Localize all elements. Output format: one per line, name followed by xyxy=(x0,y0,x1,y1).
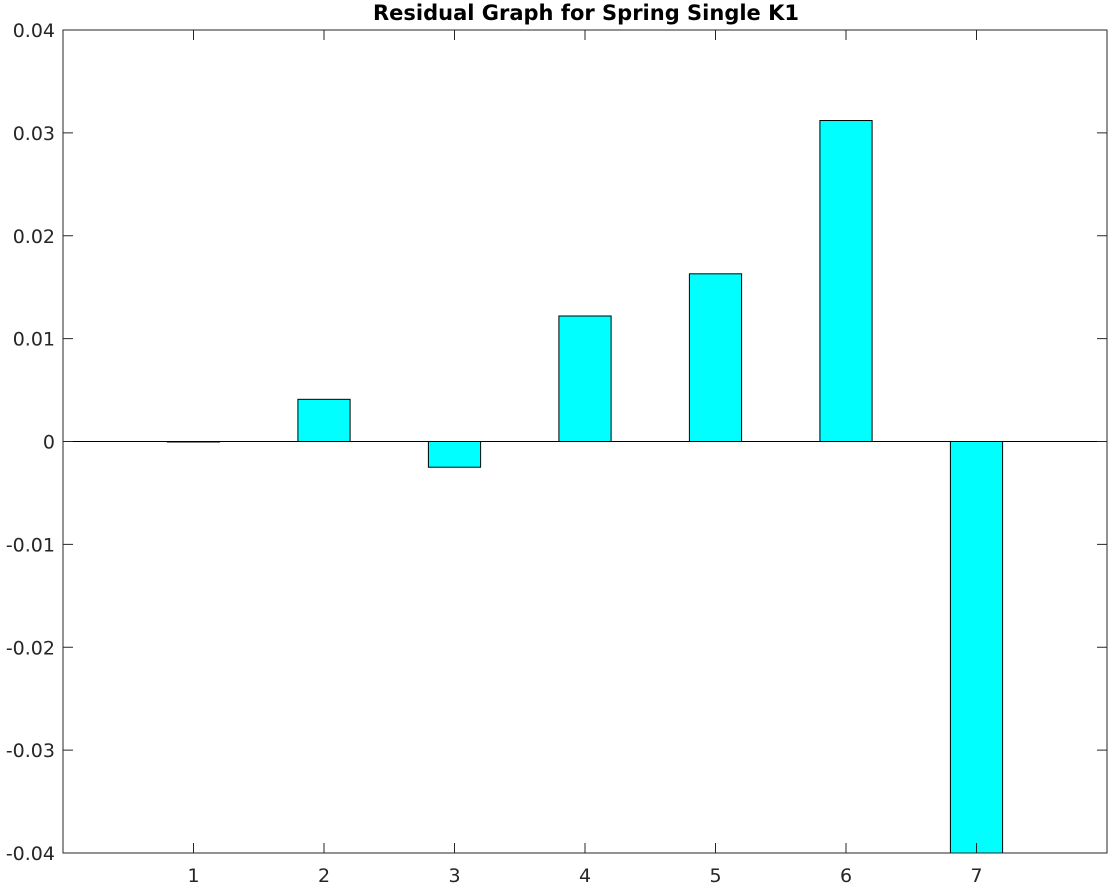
y-tick-label-4: 0 xyxy=(43,432,55,454)
bar-2 xyxy=(297,398,351,443)
y-tick-label-5: 0.01 xyxy=(13,329,55,351)
bar-6 xyxy=(819,120,873,442)
y-tick-label-0: -0.04 xyxy=(6,843,55,865)
y-tick-label-2: -0.02 xyxy=(6,637,55,659)
bar-4 xyxy=(558,315,612,442)
x-tick-label-3: 3 xyxy=(448,865,460,885)
x-tick-label-2: 2 xyxy=(318,865,330,885)
x-tick-label-7: 7 xyxy=(970,865,982,885)
bar-5 xyxy=(688,273,743,442)
bar-3 xyxy=(427,441,482,468)
y-tick-label-3: -0.01 xyxy=(6,534,55,556)
x-tick-label-4: 4 xyxy=(579,865,591,885)
y-tick-label-6: 0.02 xyxy=(13,226,55,248)
x-tick-label-5: 5 xyxy=(709,865,721,885)
y-tick-label-8: 0.04 xyxy=(13,20,55,42)
bar-7 xyxy=(949,441,1004,854)
y-tick-label-7: 0.03 xyxy=(13,123,55,145)
y-tick-label-1: -0.03 xyxy=(6,740,55,762)
chart-title: Residual Graph for Spring Single K1 xyxy=(373,1,799,25)
bars-layer xyxy=(166,120,1004,854)
x-tick-label-1: 1 xyxy=(187,865,199,885)
x-tick-label-6: 6 xyxy=(840,865,852,885)
ticks-layer: 1 2 3 4 5 6 7 -0.04 -0.03 -0.02 -0.01 0 0.01 0.02 0.03… xyxy=(6,20,1107,885)
